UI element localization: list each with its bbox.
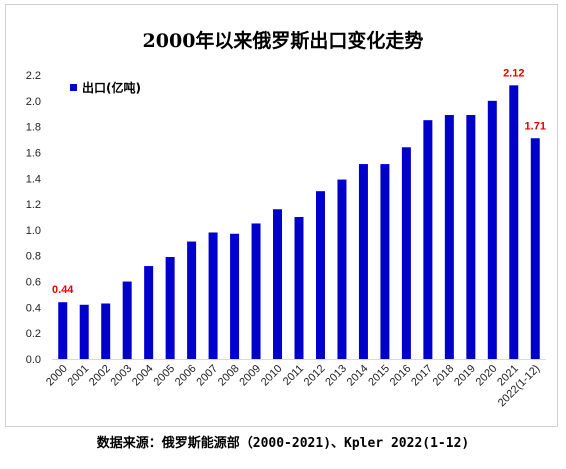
x-tick-label: 2001 — [66, 363, 92, 389]
bar — [380, 164, 390, 359]
x-tick-label: 2008 — [216, 363, 242, 389]
bar — [487, 100, 497, 360]
bar — [337, 179, 347, 359]
x-tick-label: 2017 — [409, 363, 435, 389]
bar — [509, 85, 519, 359]
bar — [444, 115, 454, 359]
bar — [101, 303, 111, 359]
data-label: 2.12 — [503, 67, 524, 79]
bar — [58, 302, 68, 359]
y-tick-label: 1.0 — [26, 225, 41, 237]
bar — [230, 233, 240, 359]
x-tick-label: 2006 — [173, 363, 199, 389]
y-tick-label: 0.2 — [26, 328, 41, 340]
x-tick-label: 2018 — [431, 363, 457, 389]
y-tick-label: 2.0 — [26, 96, 41, 108]
bar — [530, 138, 540, 359]
bar — [165, 257, 175, 359]
x-tick-label: 2011 — [281, 363, 306, 388]
bar — [122, 281, 132, 359]
bar — [294, 217, 304, 359]
x-tick-label: 2019 — [452, 363, 478, 389]
x-tick-label: 2015 — [366, 363, 392, 389]
x-tick-label: 2012 — [302, 363, 328, 389]
x-tick-label: 2020 — [474, 363, 500, 389]
bar — [401, 147, 411, 359]
y-tick-label: 2.2 — [26, 70, 41, 82]
bar — [358, 164, 368, 359]
bar — [208, 232, 218, 359]
x-tick-label: 2002 — [87, 363, 113, 389]
x-tick-label: 2016 — [388, 363, 414, 389]
y-tick-label: 1.6 — [26, 147, 41, 159]
x-tick-label: 2005 — [151, 363, 177, 389]
legend-swatch — [70, 84, 77, 91]
x-tick-label: 2004 — [130, 363, 156, 389]
bar — [423, 120, 433, 359]
y-tick-label: 0.4 — [26, 302, 41, 314]
x-tick-label: 2007 — [194, 363, 220, 389]
bar — [273, 209, 283, 359]
y-tick-label: 0.0 — [26, 354, 41, 366]
data-label: 0.44 — [52, 284, 74, 296]
x-tick-label: 2003 — [108, 363, 134, 389]
x-tick-label: 2009 — [237, 363, 263, 389]
bar — [144, 266, 154, 359]
data-label: 1.71 — [525, 120, 546, 132]
y-tick-label: 0.6 — [26, 277, 41, 289]
chart-title: 2000年以来俄罗斯出口变化走势 — [142, 30, 424, 52]
x-tick-label: 2000 — [44, 363, 70, 389]
x-tick-label: 2010 — [259, 363, 285, 389]
bar — [466, 115, 476, 359]
bar — [187, 241, 197, 359]
y-tick-label: 1.4 — [26, 173, 41, 185]
y-tick-label: 1.8 — [26, 122, 41, 134]
bar — [315, 191, 325, 359]
x-tick-label: 2013 — [323, 363, 349, 389]
y-tick-label: 1.2 — [26, 199, 41, 211]
legend-label: 出口(亿吨) — [82, 80, 141, 95]
y-tick-label: 0.8 — [26, 251, 41, 263]
x-tick-label: 2014 — [345, 363, 371, 389]
bar — [79, 304, 89, 359]
source-note: 数据来源：俄罗斯能源部（2000-2021)、Kpler 2022(1-12) — [96, 436, 470, 451]
bar — [251, 223, 261, 359]
